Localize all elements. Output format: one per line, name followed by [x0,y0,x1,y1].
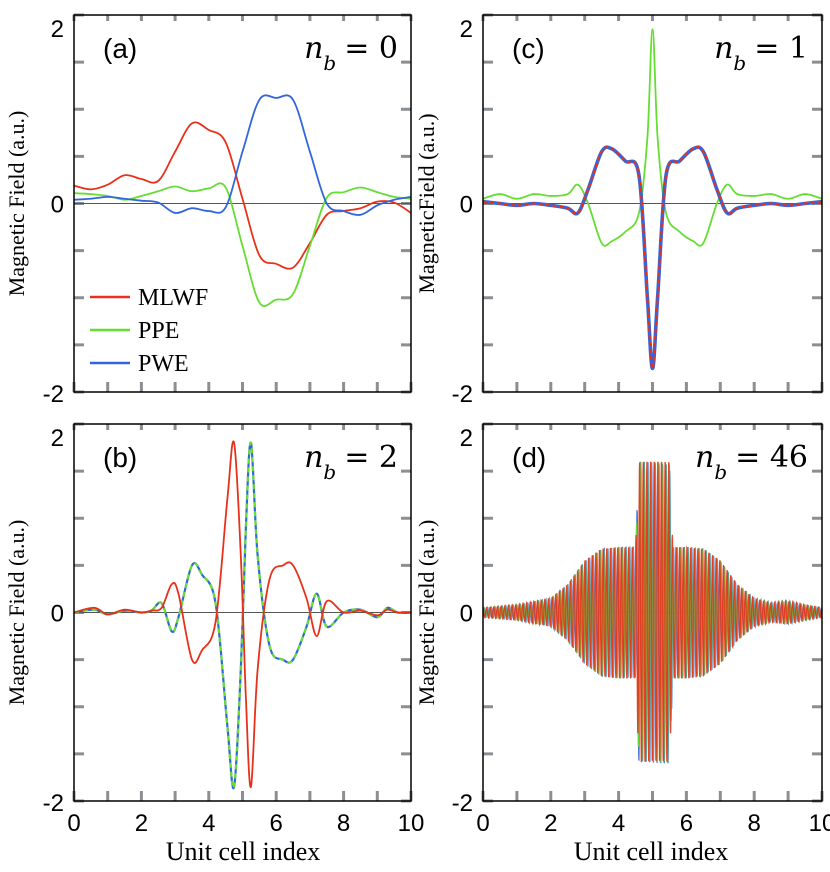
y-axis-label: MagneticField (a.u.) [414,113,439,293]
series-group [74,440,411,790]
y-tick-label: -2 [43,790,64,817]
y-axis-label: Magnetic Field (a.u.) [4,520,29,706]
series-pwe [74,94,411,216]
x-tick-label: 6 [270,810,283,837]
panel-a: 2 0 -2 Magnetic Field (a.u.) (a) nb = 0 [4,13,413,408]
legend-label-ppe: PPE [138,318,179,344]
plot-frame [73,14,412,393]
series-group [74,94,411,307]
nb-annotation: nb = 2 [304,440,398,484]
x-tick-label: 4 [202,810,215,837]
panel-label: (a) [103,33,137,64]
panel-c: 2 0 -2 MagneticField (a.u.) (c) nb = 1 [414,13,824,408]
legend-label-mlwf: MLWF [138,285,208,311]
x-tick-label: 8 [337,810,350,837]
x-axis-label-right: Unit cell index [574,837,729,866]
y-tick-label: 0 [51,192,64,219]
plot-frame [482,423,823,802]
legend-label-pwe: PWE [138,351,189,377]
y-tick-label: -2 [43,381,64,408]
y-tick-label: 2 [51,425,64,452]
nb-annotation: nb = 1 [714,31,808,75]
y-tick-label: -2 [452,790,473,817]
y-tick-label: 2 [51,16,64,43]
x-tick-label: 0 [67,810,80,837]
y-axis-label: Magnetic Field (a.u.) [414,520,439,706]
y-tick-label: 0 [460,192,473,219]
x-tick-label: 6 [680,810,693,837]
panel-label: (d) [512,442,546,473]
plot-frame [482,14,823,393]
series-group [483,28,822,371]
y-tick-label: 2 [460,16,473,43]
plot-frame [73,423,412,802]
x-tick-label: 2 [544,810,557,837]
x-tick-label: 2 [135,810,148,837]
panel-label: (b) [103,442,137,473]
y-tick-label: 2 [460,425,473,452]
x-tick-label: 10 [398,810,425,837]
y-tick-label: 0 [460,601,473,628]
series-mlwf [74,121,411,270]
nb-annotation: nb = 46 [695,440,808,484]
x-tick-label: 8 [748,810,761,837]
y-tick-label: 0 [51,601,64,628]
x-tick-label: 10 [809,810,830,837]
panel-label: (c) [512,33,545,64]
series-mlwf [74,440,411,788]
y-tick-label: -2 [452,381,473,408]
x-axis-label-left: Unit cell index [166,837,321,866]
x-tick-label: 0 [476,810,489,837]
series-mlwf [483,146,822,370]
legend: MLWF PPE PWE [90,285,208,377]
nb-annotation: nb = 0 [304,31,398,75]
series-group [483,461,822,764]
series-mlwf [483,461,822,763]
y-axis-label: Magnetic Field (a.u.) [4,111,29,297]
x-tick-label: 4 [612,810,625,837]
series-ppe [483,28,822,247]
